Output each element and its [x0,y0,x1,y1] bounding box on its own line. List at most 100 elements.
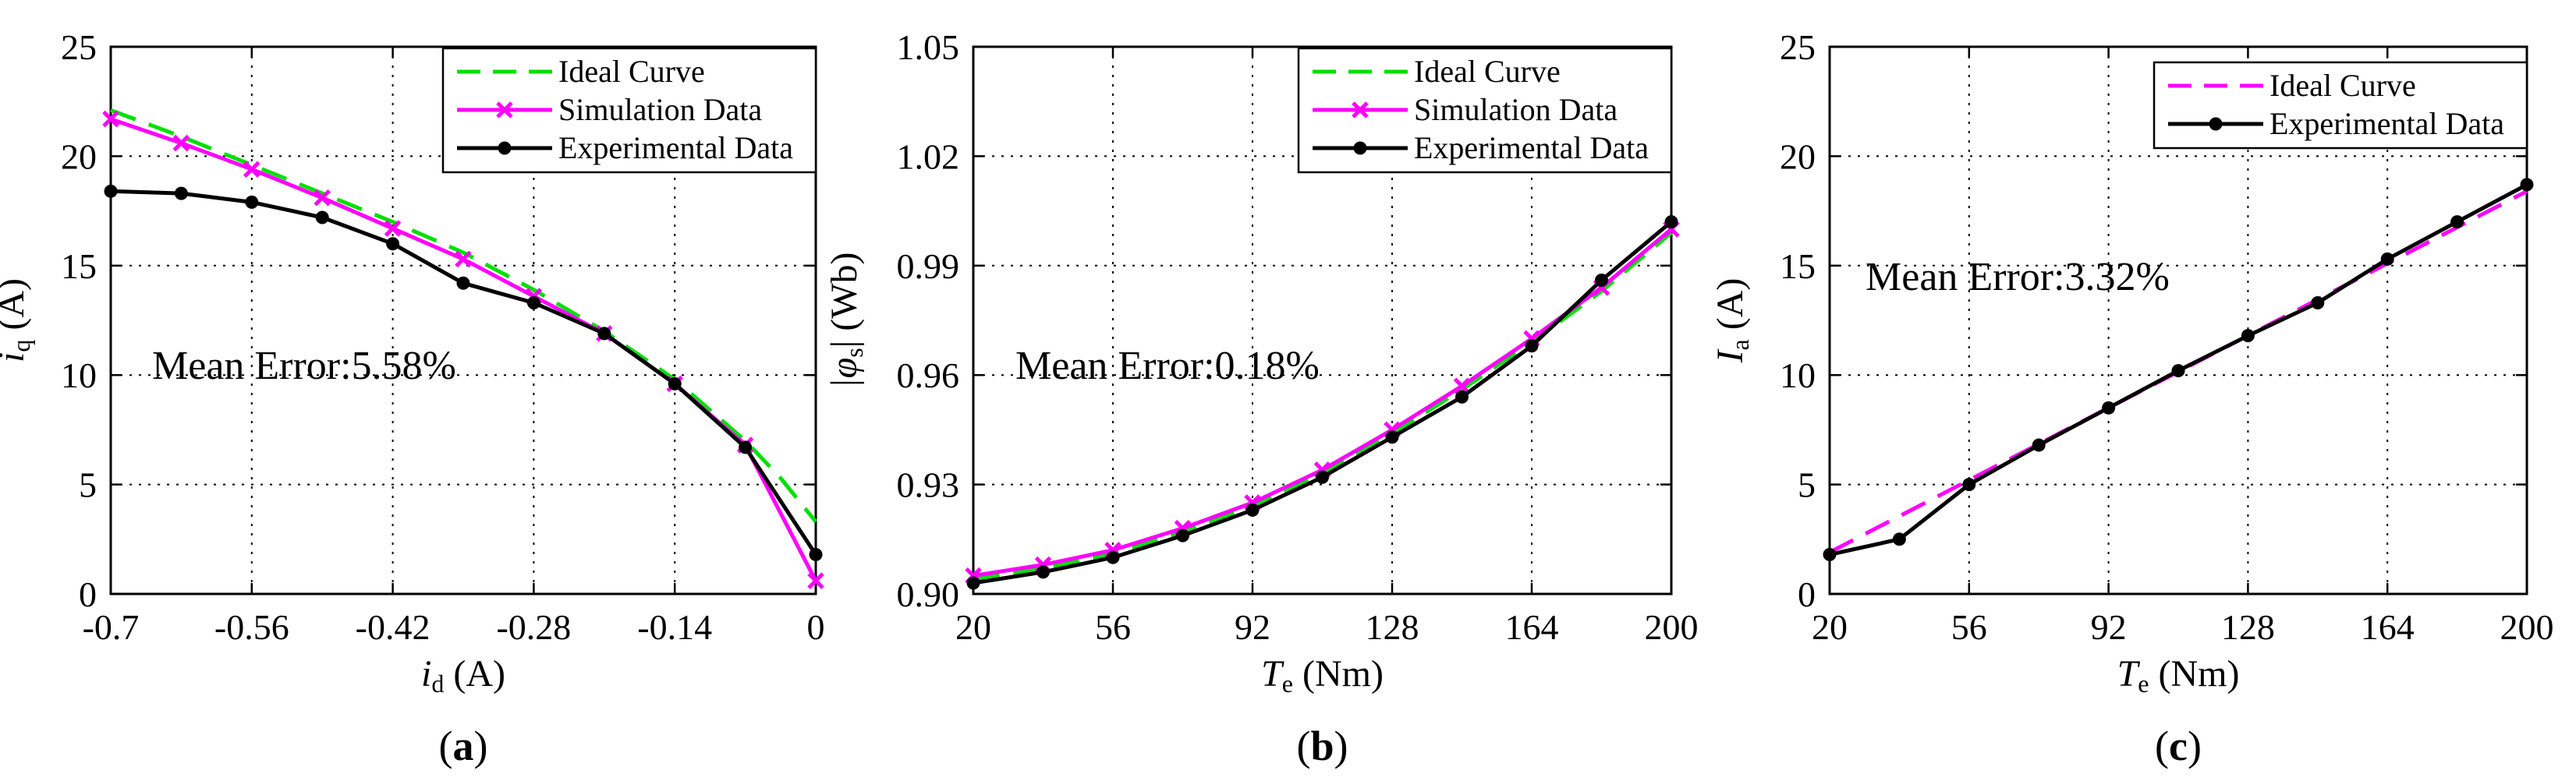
y-tick-label: 0.99 [897,246,960,286]
data-point [2241,329,2255,343]
data-point [243,161,260,178]
x-tick-label: 56 [1095,607,1131,647]
y-tick-label: 25 [61,27,97,67]
data-point [2102,401,2116,415]
x-tick-label: 164 [2361,607,2415,647]
marker-stroke [455,250,472,268]
legend-marker [498,141,512,155]
y-tick-label: 0.96 [897,355,960,395]
axes-frame [1828,45,2528,595]
mean-error-annotation: Mean Error:0.18% [1015,344,1320,388]
y-tick-label: 0.93 [897,465,960,505]
legend-marker [1352,101,1369,118]
data-point [597,327,611,341]
data-point [386,237,400,251]
data-point [807,572,824,589]
data-point [174,186,188,200]
data-point [1455,390,1469,404]
legend-label: Simulation Data [1414,92,1618,127]
legend-label: Experimental Data [558,130,793,165]
marker-stroke [172,134,190,152]
data-point [314,189,331,207]
x-tick-label: 164 [1505,607,1559,647]
legend-label: Ideal Curve [1414,54,1561,89]
data-point [172,134,190,152]
marker-stroke [243,161,260,178]
data-point [1316,470,1329,484]
legend-box [2153,61,2528,150]
mean-error-annotation: Mean Error:5.58% [152,344,456,388]
series-line-simulation-data [973,228,1673,578]
marker-stroke [1453,377,1471,395]
data-point [1525,339,1539,353]
data-point [1245,503,1260,517]
chart-panel-c: 20 56 92 128 164 200 0 5 10 15 20 25 Ideal CurveExpe… [1710,27,2554,769]
y-tick-label: 20 [1780,136,1816,176]
panel-caption: (a) [439,723,488,769]
y-tick-label: 25 [1780,27,1816,67]
x-axis-label: id (A) [421,653,505,698]
x-tick-label: 128 [2221,607,2275,647]
y-tick-label: 1.02 [897,136,960,176]
legend-label: Experimental Data [2270,106,2504,141]
legend-marker [2209,117,2223,131]
data-point [2450,215,2464,229]
data-point [526,296,540,310]
data-point [315,210,329,224]
marker-stroke [807,572,824,589]
data-point [1664,215,1678,229]
data-point [2380,252,2394,266]
data-point [1453,377,1471,395]
legend-label: Experimental Data [1414,130,1649,165]
x-tick-label: 20 [1812,607,1848,647]
y-tick-label: 0.90 [897,574,960,614]
data-point [102,110,119,128]
x-tick-label: 0 [807,607,825,647]
data-point [2032,438,2046,452]
legend-label: Ideal Curve [558,54,705,89]
legend-marker [1353,141,1367,155]
marker-stroke [314,189,331,207]
data-point [1595,274,1608,288]
data-point [1106,550,1120,564]
data-point [245,195,259,209]
x-tick-label: 200 [1645,607,1699,647]
panel-caption: (c) [2155,723,2202,769]
x-tick-label: 200 [2500,607,2554,647]
data-point [1962,478,1976,492]
data-point [456,276,470,290]
y-axis-label: iq (A) [0,278,35,362]
data-point [455,250,472,268]
data-point [1892,532,1906,546]
y-tick-label: 0 [79,574,97,614]
x-tick-label: -0.7 [83,607,140,647]
marker-stroke [102,110,119,128]
mean-error-annotation: Mean Error:3.32% [1866,255,2170,299]
data-point [1036,565,1050,579]
x-axis-label: Te (Nm) [2117,653,2240,698]
y-tick-label: 5 [1798,465,1816,505]
data-point [2171,364,2185,378]
y-axis-label: |φs| (Wb) [824,252,868,388]
data-point [104,184,118,198]
data-point [2520,178,2534,192]
x-tick-label: 92 [1235,607,1270,647]
x-tick-label: -0.42 [356,607,431,647]
y-tick-label: 10 [61,355,97,395]
x-tick-label: -0.14 [637,607,712,647]
data-point [384,220,402,237]
x-tick-label: 20 [955,607,991,647]
y-tick-label: 0 [1798,574,1816,614]
y-tick-label: 15 [61,246,97,286]
x-axis-label: Te (Nm) [1261,653,1384,698]
data-point [739,440,753,454]
y-tick-label: 15 [1780,246,1816,286]
x-tick-label: -0.56 [214,607,289,647]
legend-label: Ideal Curve [2270,68,2416,103]
x-tick-label: 56 [1951,607,1987,647]
data-point [1176,528,1189,542]
chart-panel-b: 20 56 92 128 164 200 0.90 0.93 0.96 0.99 1.02 1.05 I… [824,27,1699,769]
series-line-ideal-curve [110,108,817,523]
